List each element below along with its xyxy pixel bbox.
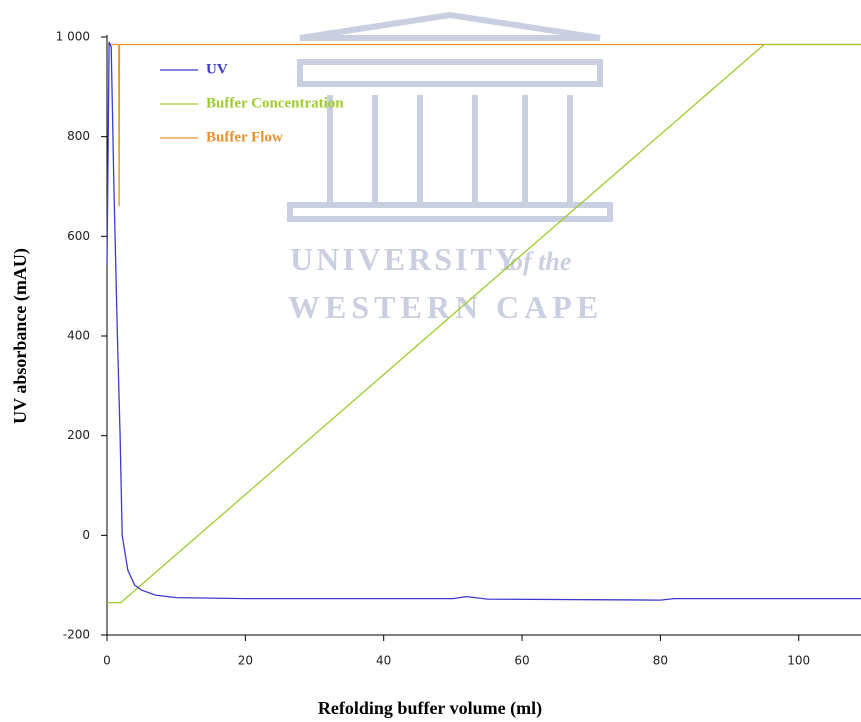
x-tick-label: 100 xyxy=(787,654,810,668)
x-axis-title: Refolding buffer volume (ml) xyxy=(318,698,542,719)
y-tick-label: 400 xyxy=(67,329,90,343)
y-tick-label: 0 xyxy=(82,528,90,542)
chart: UNIVERSITY of the WESTERN CAPE Refolding… xyxy=(0,0,861,722)
x-tick-label: 80 xyxy=(653,654,668,668)
watermark-logo xyxy=(290,15,610,219)
legend-label: Buffer Flow xyxy=(206,129,283,145)
watermark-text: UNIVERSITY xyxy=(290,241,521,277)
x-tick-label: 20 xyxy=(238,654,253,668)
watermark-text: of the xyxy=(510,247,571,276)
x-tick-label: 60 xyxy=(514,654,529,668)
legend-label: UV xyxy=(206,61,228,77)
watermark-text: WESTERN CAPE xyxy=(288,289,603,325)
y-axis-title: UV absorbance (mAU) xyxy=(10,248,31,424)
y-tick-label: -200 xyxy=(63,628,90,642)
legend-label: Buffer Concentration xyxy=(206,95,344,111)
y-tick-label: 800 xyxy=(67,129,90,143)
y-tick-label: 200 xyxy=(67,428,90,442)
x-tick-label: 40 xyxy=(376,654,391,668)
y-tick-label: 1 000 xyxy=(56,30,90,44)
y-tick-label: 600 xyxy=(67,229,90,243)
x-tick-label: 0 xyxy=(103,654,111,668)
